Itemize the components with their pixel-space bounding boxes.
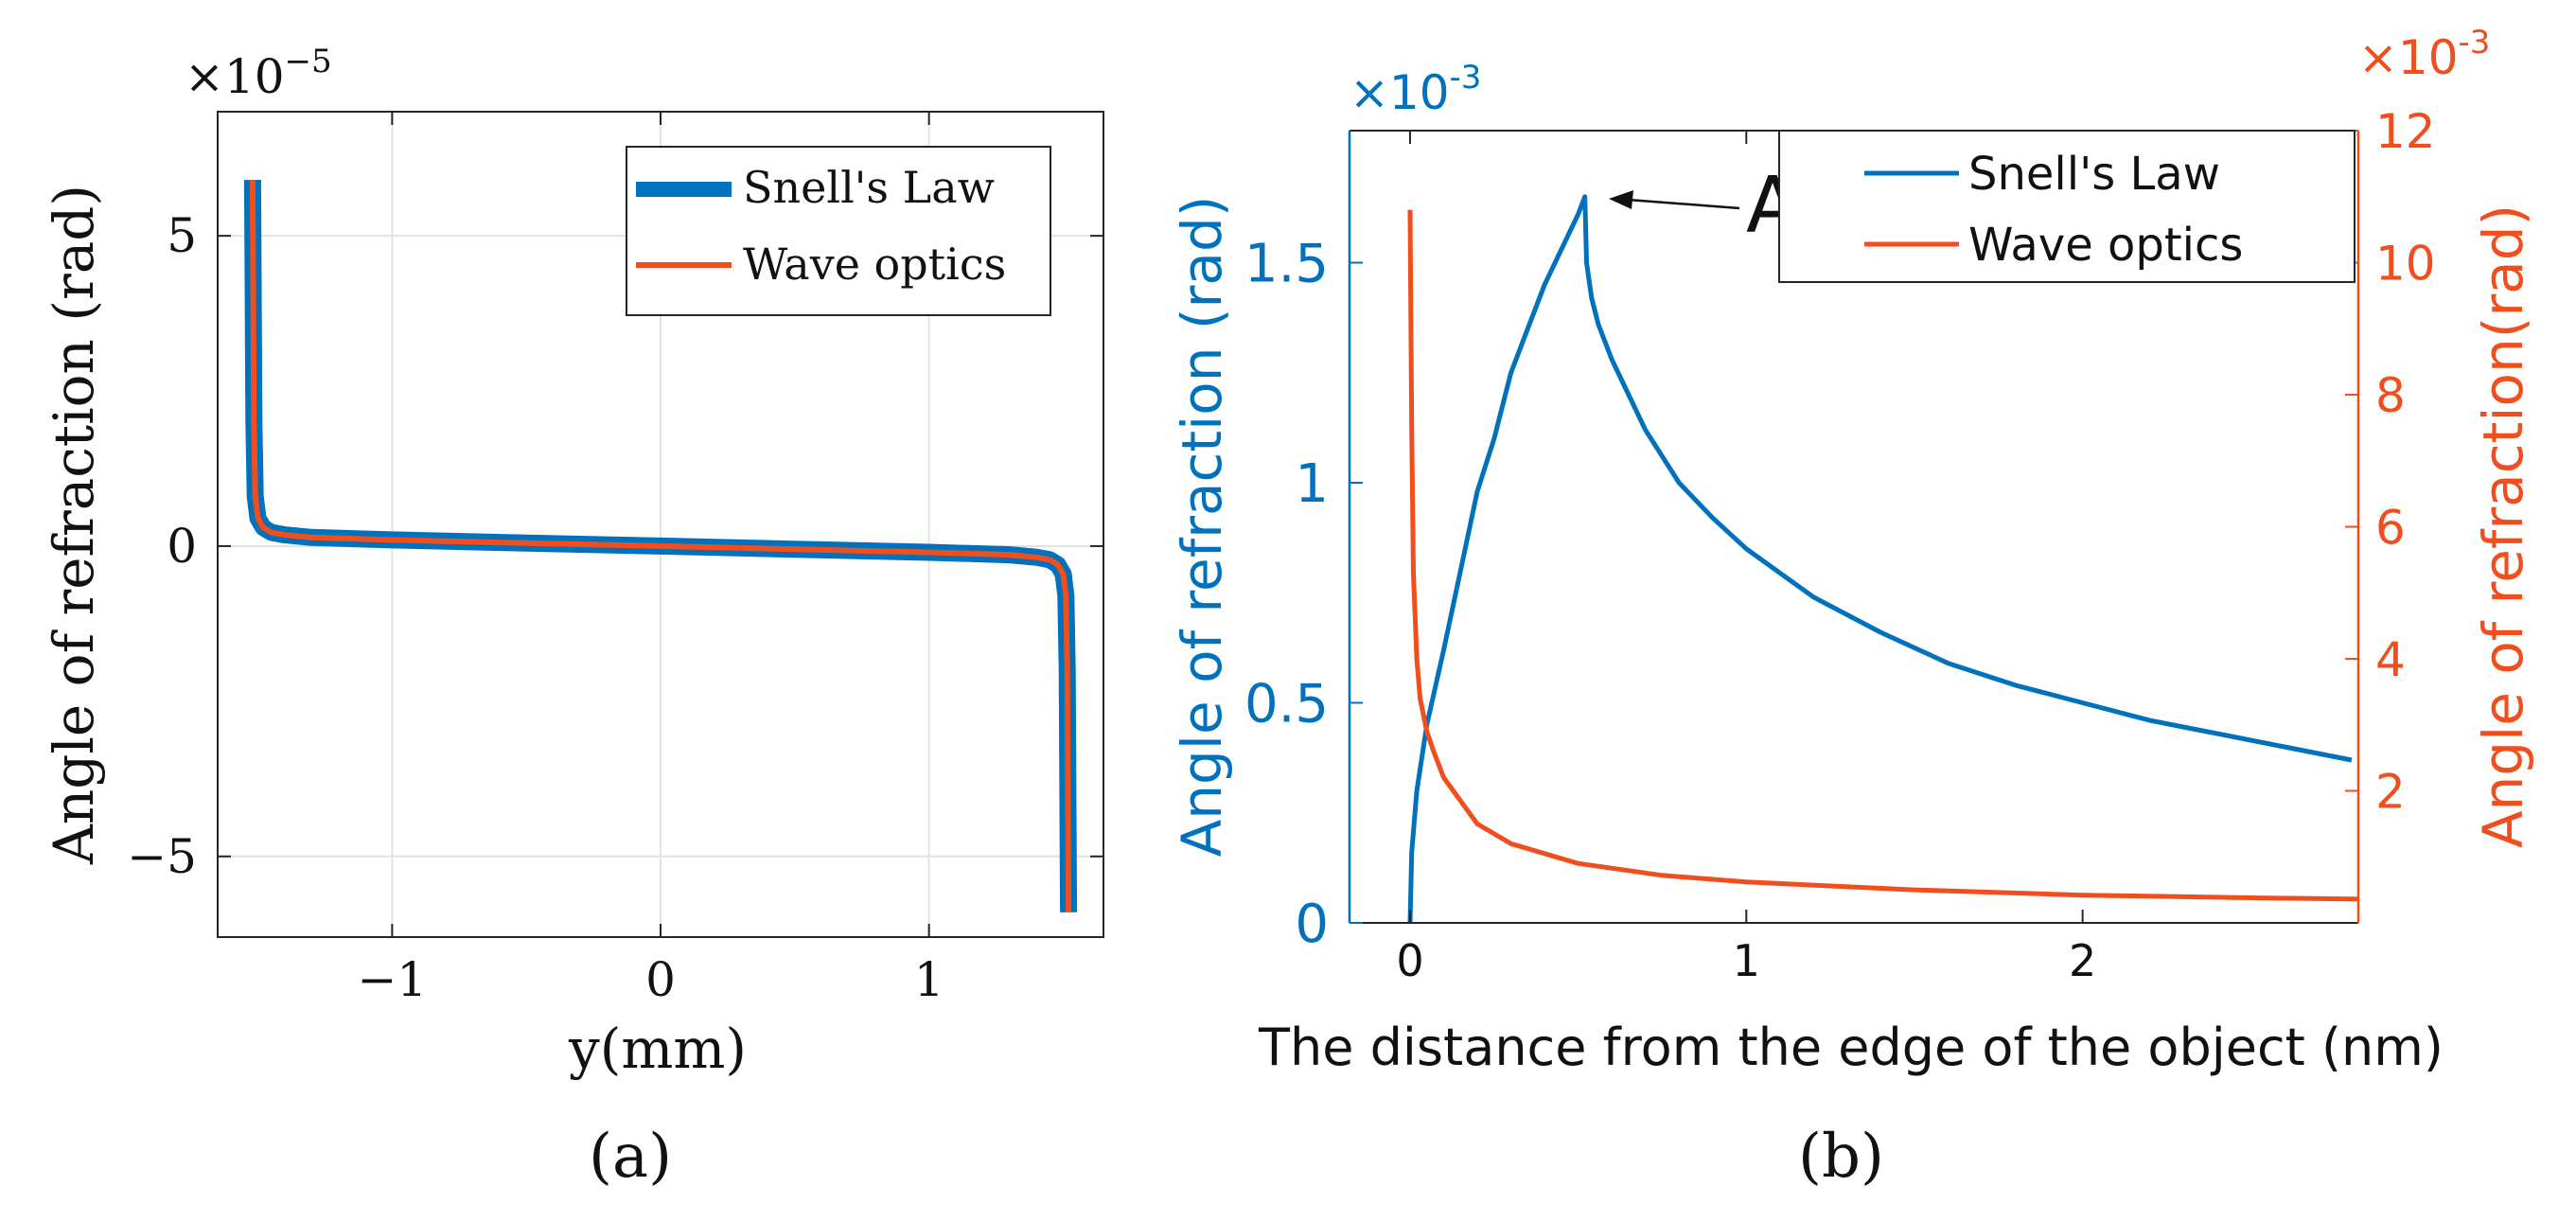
chart-b-x-axis-label: The distance from the edge of the object…: [1258, 1018, 2444, 1077]
chart-b-y-axis-label-left: Angle of refraction (rad): [1170, 196, 1234, 858]
chart-b-y-exponent-right: ×10-3: [2358, 24, 2490, 85]
panel-label-a: (a): [589, 1122, 673, 1192]
chart-b-legend-box: [1778, 130, 2355, 283]
chart-b-y-tick-label-right: 6: [2375, 501, 2406, 556]
chart-b-y-tick-label-right: 8: [2375, 368, 2406, 423]
chart-a-x-tick-label: 0: [645, 952, 676, 1007]
chart-a-legend: Snell's Law Wave optics: [626, 146, 1051, 316]
chart-b-legend-label-snell: Snell's Law: [1968, 148, 2220, 201]
chart-b-y-tick-label-right: 2: [2375, 765, 2406, 820]
chart-b-series-snell: [1407, 194, 2353, 924]
chart-b-y-tick-label-right: 4: [2375, 632, 2406, 687]
chart-b-y-tick-label-left: 1: [1295, 453, 1329, 515]
chart-b-annotation-arrow: [1627, 198, 1740, 210]
chart-b-x-tick-label: 1: [1733, 935, 1760, 986]
chart-b-legend-label-wave: Wave optics: [1968, 219, 2243, 272]
chart-b-y-tick-label-left: 0: [1295, 894, 1329, 955]
chart-b-legend: Snell's Law Wave optics: [1778, 130, 2355, 283]
chart-a-y-tick-label: 5: [167, 208, 197, 263]
chart-a-series: [243, 180, 1078, 912]
chart-a-legend-box: [626, 146, 1051, 316]
chart-a-x-tick-label: 1: [914, 952, 944, 1007]
chart-b-y-tick-label-right: 10: [2375, 237, 2436, 292]
chart-b-y-exponent-left: ×10-3: [1350, 59, 1481, 120]
chart-b-y-axis-label-right: Angle of refraction(rad): [2471, 204, 2535, 848]
chart-b-x-tick-label: 0: [1396, 935, 1423, 986]
chart-a-legend-label-snell: Snell's Law: [743, 162, 995, 213]
chart-a-x-axis-label: y(mm): [568, 1017, 747, 1081]
chart-a-y-tick-label: 0: [167, 519, 197, 574]
chart-b-annotation: A: [1609, 161, 1799, 251]
chart-a-y-axis-label: Angle of refraction (rad): [42, 185, 106, 865]
chart-a-legend-label-wave: Wave optics: [743, 239, 1006, 290]
chart-b-annotation-arrowhead: [1609, 190, 1633, 209]
chart-b-x-tick-label: 2: [2069, 935, 2096, 986]
chart-a-y-tick-label: −5: [127, 829, 197, 884]
chart-a-y-exponent: ×10−5: [185, 43, 332, 104]
chart-a-ticks: −1 0 1 −5 0 5: [127, 112, 1103, 1007]
panel-label-b: (b): [1798, 1122, 1884, 1192]
chart-a: −1 0 1 −5 0 5 ×10−5 y(mm) Angle of refraction…: [42, 43, 1104, 1081]
chart-b-y-tick-label-left: 1.5: [1244, 234, 1329, 295]
chart-b-series: [1407, 194, 2359, 924]
chart-b-y-tick-label-left: 0.5: [1244, 674, 1329, 735]
chart-b-series-wave: [1407, 209, 2359, 902]
chart-b-y-tick-label-right: 12: [2375, 104, 2436, 159]
chart-a-x-tick-label: −1: [358, 952, 428, 1007]
chart-a-series-wave: [249, 180, 1072, 912]
